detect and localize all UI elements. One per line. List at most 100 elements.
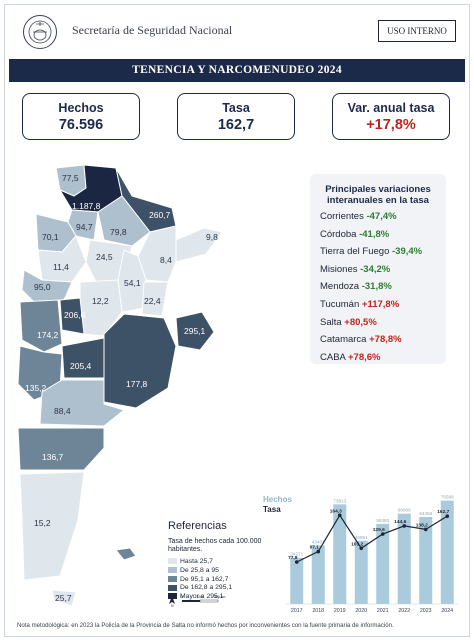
kpi-variacion-label: Var. anual tasa: [347, 101, 435, 115]
variation-value: +78,6%: [348, 351, 381, 363]
list-item: Misiones -34,2%: [320, 264, 446, 282]
bar-label-2022: 66869: [398, 508, 411, 513]
point-label-2017: 77,8: [288, 555, 298, 561]
chart-legend-tasa: Tasa: [263, 505, 281, 514]
list-item: Tierra del Fuego -39,4%: [320, 246, 446, 264]
legend-swatch: [168, 558, 177, 565]
national-seal-icon: [23, 15, 57, 49]
list-item: Tucumán +117,8%: [320, 299, 446, 317]
kpi-variacion-value: +17,8%: [366, 117, 416, 133]
kpi-tasa-label: Tasa: [222, 101, 250, 115]
bar-label-2021: 59360: [376, 518, 389, 523]
scale-end: 300 km: [214, 595, 226, 599]
variation-province: Corrientes: [320, 211, 364, 222]
province-san-luis: [59, 297, 85, 335]
province-salta: [67, 209, 99, 241]
province-santa-cruz: [19, 471, 85, 581]
legend-swatch: [168, 593, 177, 600]
bar-label-2020: 46851: [355, 535, 368, 540]
x-tick-2022: 2022: [398, 608, 410, 614]
chart-legend-hechos: Hechos: [263, 495, 292, 504]
province-mendoza: [19, 299, 63, 353]
variation-value: -31,8%: [361, 281, 392, 293]
list-item: Catamarca +78,8%: [320, 334, 446, 352]
line-tasa: [296, 514, 448, 563]
bar-label-2023: 64456: [419, 511, 432, 516]
north-arrow-icon: [169, 596, 175, 604]
variation-value: -34,2%: [360, 263, 391, 275]
x-tick-2024: 2024: [441, 608, 453, 614]
bar-hechos-2023: [419, 516, 433, 604]
bar-hechos-2018: [311, 545, 325, 604]
point-tasa-2018: [316, 549, 321, 554]
hechos-tasa-chart: 34271 2017 43401 2018 73813 2019 46851 2020 5936…: [286, 495, 458, 614]
legend-item: Hasta 25,7: [168, 558, 278, 567]
variations-title: Principales variaciones interanuales en …: [310, 184, 446, 206]
legend-title: Referencias: [168, 520, 227, 532]
variation-province: Misiones: [320, 263, 358, 275]
legend-subtitle: Tasa de hechos cada 100.000 habitantes.: [168, 538, 278, 554]
bar-hechos-2017: [290, 557, 304, 604]
point-tasa-2019: [337, 513, 342, 518]
x-tick-2019: 2019: [334, 608, 346, 614]
bar-hechos-2020: [354, 540, 368, 604]
kpi-hechos-label: Hechos: [58, 101, 104, 115]
legend-item: Mayor a 295,1: [168, 593, 278, 602]
province-chaco: [97, 195, 151, 247]
variation-value: +78,8%: [369, 334, 402, 346]
legend-swatch: [168, 584, 177, 591]
page-frame: [4, 4, 470, 637]
bar-hechos-2024: [440, 500, 454, 604]
point-label-2023: 138,2: [416, 522, 428, 528]
bar-hechos-2019: [333, 504, 347, 604]
bar-label-2019: 73813: [333, 498, 346, 503]
variation-province: Tucumán: [320, 298, 360, 310]
point-tasa-2017: [294, 560, 299, 564]
legend-swatch: [168, 567, 177, 573]
variation-province: CABA: [320, 351, 346, 363]
classification-badge: USO INTERNO: [378, 20, 456, 42]
methodology-note: Nota metodológica: en 2023 la Policía de…: [17, 622, 394, 629]
svg-text:N: N: [171, 604, 174, 608]
variation-province: Córdoba: [320, 228, 357, 240]
variation-province: Tierra del Fuego: [320, 246, 390, 258]
variations-title-line2: interanuales en la tasa: [327, 195, 429, 206]
header: Secretaría de Seguridad Nacional USO INT…: [18, 14, 458, 50]
list-item: Córdoba -41,8%: [320, 229, 446, 247]
legend-subtitle-line1: Tasa de hechos cada 100.000: [168, 538, 262, 545]
variation-value: -47,4%: [366, 211, 397, 222]
x-tick-2020: 2020: [355, 608, 367, 614]
scale-zero: 0: [181, 595, 183, 599]
x-tick-2023: 2023: [420, 608, 432, 614]
list-item: Mendoza -31,8%: [320, 281, 446, 299]
variation-province: Salta: [320, 316, 342, 328]
point-tasa-2022: [402, 524, 407, 528]
variation-province: Mendoza: [320, 281, 360, 293]
legend-item: De 95,1 a 162,7: [168, 576, 278, 585]
kpi-tasa: Tasa 162,7: [177, 93, 295, 140]
legend-subtitle-line2: habitantes.: [168, 546, 203, 553]
province-chubut: [17, 427, 105, 471]
x-tick-2021: 2021: [377, 608, 389, 614]
point-label-2019: 164,3: [330, 508, 342, 514]
point-label-2018: 97,1: [310, 545, 320, 551]
bar-hechos-2022: [397, 513, 411, 604]
point-tasa-2021: [380, 532, 385, 536]
x-tick-2018: 2018: [312, 608, 324, 614]
kpi-variacion: Var. anual tasa +17,8%: [332, 93, 450, 140]
ministry-name: Secretaría de Seguridad Nacional: [72, 23, 233, 37]
variation-province: Catamarca: [320, 334, 367, 346]
kpi-hechos: Hechos 76.596: [22, 93, 140, 140]
islas-malvinas: [115, 547, 137, 561]
variations-list: Corrientes -47,4% Córdoba -41,8% Tierra …: [320, 211, 446, 369]
province-tierra-del-fuego: [51, 589, 77, 607]
variation-value: -41,8%: [359, 228, 390, 240]
variation-value: +117,8%: [361, 298, 400, 310]
map-legend: Referencias Tasa de hechos cada 100.000 …: [168, 520, 278, 602]
report-title: TENENCIA Y NARCOMENUDEO 2024: [9, 59, 465, 82]
legend-item: De 25,8 a 95: [168, 567, 278, 576]
bar-label-2017: 34271: [290, 552, 303, 557]
legend-swatch: [168, 575, 177, 582]
province-entre-rios: [141, 281, 169, 317]
